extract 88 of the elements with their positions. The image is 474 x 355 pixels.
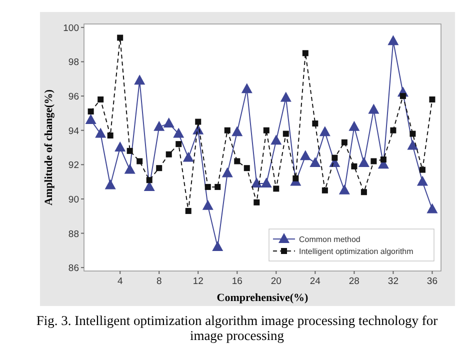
point [292, 175, 299, 182]
y-tick-label: 100 [63, 22, 79, 34]
y-tick-label: 94 [68, 126, 79, 137]
y-tick-label: 96 [68, 92, 79, 103]
point [254, 199, 260, 206]
point [302, 50, 308, 56]
point [176, 141, 182, 148]
point [312, 120, 318, 126]
x-tick-label: 28 [348, 276, 360, 287]
point [182, 152, 194, 162]
point [204, 184, 211, 190]
point [241, 83, 252, 94]
x-tick-label: 24 [310, 276, 320, 287]
x-axis-title: Comprehensive(%) [216, 292, 309, 304]
point [388, 35, 399, 46]
point [416, 176, 428, 186]
point [348, 120, 360, 131]
point [251, 178, 262, 188]
point [244, 165, 250, 172]
point [85, 114, 96, 124]
point [117, 34, 124, 41]
point [400, 93, 406, 100]
point [426, 203, 438, 214]
point [156, 165, 162, 172]
point [260, 178, 272, 188]
y-tick-label: 98 [68, 57, 79, 68]
point [270, 134, 282, 145]
point [310, 156, 321, 167]
point [280, 92, 292, 102]
x-tick-label: 20 [270, 276, 282, 287]
point [368, 104, 380, 114]
point [224, 127, 230, 134]
point [380, 156, 386, 163]
point [98, 96, 104, 102]
y-axis-title: Amplitude of change(%) [43, 89, 55, 206]
point [234, 158, 240, 164]
point [195, 118, 202, 125]
point [214, 184, 221, 190]
point [126, 148, 133, 154]
y-tick-label: 90 [68, 194, 79, 206]
point [146, 177, 152, 184]
point [390, 127, 396, 134]
point [273, 186, 280, 192]
x-tick-label: 32 [388, 276, 398, 287]
point [124, 164, 136, 174]
point [163, 117, 174, 128]
point [360, 189, 367, 196]
legend-label: Common method [299, 235, 360, 244]
point [104, 179, 116, 190]
point [429, 96, 436, 102]
point [407, 140, 418, 150]
point [232, 126, 243, 136]
y-tick-label: 86 [68, 263, 79, 274]
point [114, 142, 126, 152]
point [263, 127, 270, 134]
caption: Fig. 3. Intelligent optimization algorithm image processing technology for image processing [36, 313, 438, 343]
point [154, 120, 165, 131]
point [136, 158, 143, 164]
point [212, 240, 224, 251]
point [88, 108, 94, 114]
point [134, 74, 146, 85]
point [419, 166, 426, 173]
point [107, 132, 114, 138]
point [300, 150, 311, 160]
point [282, 130, 289, 137]
point [222, 167, 233, 178]
point [341, 139, 348, 146]
point [338, 184, 350, 194]
x-tick-label: 8 [156, 276, 162, 287]
point [202, 200, 214, 210]
point [358, 156, 370, 167]
point [95, 128, 106, 138]
x-tick-label: 16 [232, 276, 242, 287]
point [166, 151, 172, 158]
point [322, 187, 328, 194]
x-tick-label: 4 [117, 276, 123, 287]
point [370, 158, 377, 164]
point [410, 130, 416, 137]
point [319, 126, 330, 136]
legend-label: Intelligent optimization algorithm [299, 247, 414, 256]
x-tick-label: 36 [426, 276, 438, 287]
point [185, 208, 192, 214]
point [173, 128, 184, 138]
point [332, 154, 338, 161]
point [351, 163, 358, 170]
x-tick-label: 12 [192, 276, 204, 287]
y-tick-label: 88 [68, 228, 79, 240]
y-tick-label: 92 [68, 160, 79, 172]
